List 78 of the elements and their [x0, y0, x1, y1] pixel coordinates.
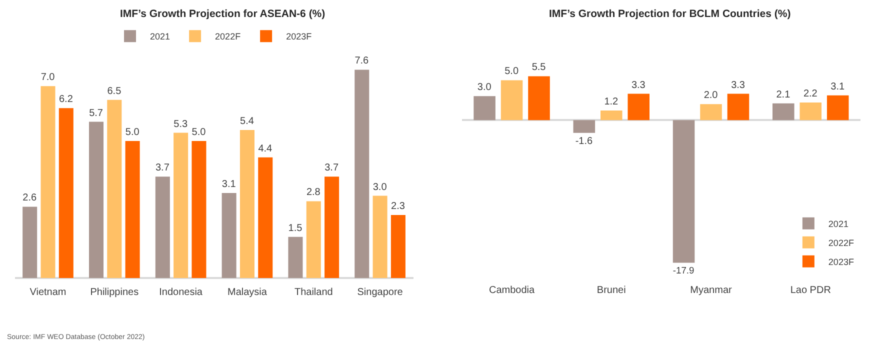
chart-title: IMF’s Growth Projection for ASEAN-6 (%)	[120, 8, 326, 20]
data-label: 2.6	[22, 192, 38, 204]
x-tick-label: Vietnam	[30, 286, 66, 298]
legend-label: 2023F	[286, 32, 312, 42]
bar	[500, 80, 523, 120]
bar	[324, 176, 340, 278]
data-label: 2.2	[803, 88, 818, 100]
data-label: 3.3	[731, 80, 746, 91]
bar	[306, 201, 321, 278]
data-label: 2.3	[391, 200, 406, 212]
data-label: 5.3	[174, 118, 188, 130]
legend-label: 2021	[828, 218, 848, 229]
legend-label: 2022F	[215, 32, 242, 42]
x-tick-label: Myanmar	[690, 284, 733, 296]
bar	[573, 120, 596, 133]
bar	[826, 95, 849, 120]
data-label: 5.4	[240, 116, 254, 128]
data-label: 2.1	[776, 89, 791, 100]
bar	[58, 108, 74, 278]
bar	[474, 96, 496, 120]
data-label: 5.7	[89, 108, 104, 119]
bar	[192, 140, 206, 278]
chart-title: IMF’s Growth Projection for BCLM Countries (%)	[549, 8, 791, 20]
data-label: 5.0	[504, 66, 519, 78]
x-tick-label: Cambodia	[488, 284, 536, 296]
bar	[354, 70, 370, 278]
data-label: 3.7	[324, 162, 339, 174]
data-label: 4.4	[258, 143, 273, 154]
x-tick-label: Brunei	[596, 284, 626, 296]
bar	[107, 100, 122, 278]
data-label: 1.5	[288, 222, 303, 234]
data-label: 6.2	[58, 94, 74, 106]
bar	[390, 214, 406, 278]
x-tick-label: Philippines	[90, 286, 139, 298]
data-label: 1.2	[604, 96, 619, 108]
bar	[628, 94, 650, 120]
legend-label: 2021	[150, 32, 170, 42]
bar	[125, 140, 140, 278]
data-label: -1.6	[575, 136, 593, 147]
bar	[372, 196, 388, 278]
bar	[22, 206, 38, 278]
bar	[40, 86, 56, 278]
bar	[240, 130, 254, 278]
data-label: 3.1	[222, 179, 236, 190]
x-tick-label: Thailand	[294, 286, 333, 298]
bar	[88, 122, 104, 278]
bar	[222, 193, 236, 278]
data-label: 3.0	[372, 182, 388, 193]
data-label: 6.5	[107, 86, 122, 97]
bar	[174, 132, 188, 278]
bar	[258, 157, 273, 278]
data-label: 5.5	[532, 62, 546, 74]
bar	[528, 76, 550, 120]
x-tick-label: Indonesia	[159, 286, 203, 298]
bar	[772, 103, 794, 120]
data-label: -17.9	[672, 265, 694, 276]
data-label: 7.6	[354, 56, 370, 67]
data-label: 3.0	[477, 82, 492, 94]
bar	[672, 120, 695, 263]
legend-label: 2022F	[828, 238, 854, 248]
x-tick-label: Lao PDR	[790, 284, 831, 296]
bar	[600, 110, 622, 120]
bar	[288, 236, 303, 278]
data-label: 3.1	[830, 81, 846, 92]
x-tick-label: Singapore	[357, 286, 404, 298]
data-label: 3.3	[631, 80, 646, 91]
data-label: 5.0	[192, 126, 206, 138]
data-label: 7.0	[40, 72, 56, 84]
data-label: 2.8	[306, 187, 321, 198]
bar	[800, 102, 822, 120]
bar	[155, 176, 170, 278]
data-label: 5.0	[125, 126, 140, 138]
legend-label: 2023F	[828, 256, 854, 267]
data-label: 2.0	[704, 90, 718, 102]
bar	[727, 94, 750, 120]
data-label: 3.7	[155, 162, 170, 174]
bar	[700, 104, 722, 120]
x-tick-label: Malaysia	[227, 286, 268, 298]
